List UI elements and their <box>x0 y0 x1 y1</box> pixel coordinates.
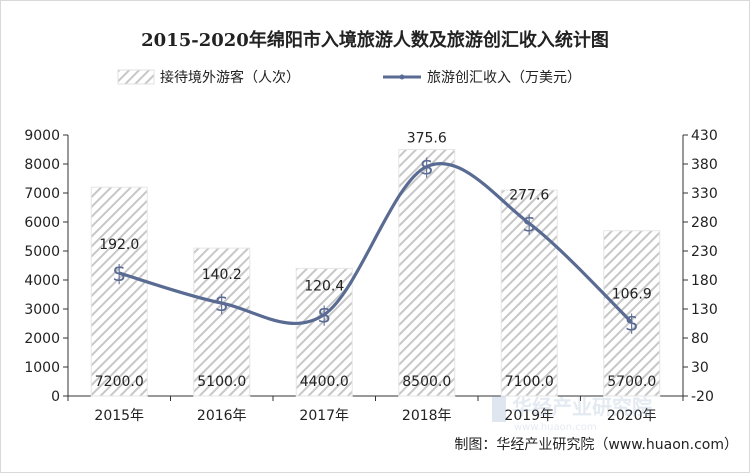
bar-value-label: 4400.0 <box>300 374 349 390</box>
y-left-tick-label: 1000 <box>24 360 60 376</box>
bar-value-label: 5100.0 <box>197 374 246 390</box>
bars <box>90 149 661 397</box>
bar-labels: 7200.0 5100.0 4400.0 8500.0 7100.0 5700.0 <box>95 374 657 390</box>
bar-value-label: 5700.0 <box>607 374 656 390</box>
y-left-tick-label: 5000 <box>24 244 60 260</box>
y-left-tick-label: 9000 <box>24 128 60 144</box>
line-value-label: 192.0 <box>99 237 139 253</box>
line-value-label: 120.4 <box>304 279 344 295</box>
line-value-label: 375.6 <box>407 131 447 147</box>
y-right-tick-label: -20 <box>691 389 714 405</box>
bar-value-label: 7100.0 <box>505 374 554 390</box>
watermark: 华经产业研究院 www.huaon.com <box>492 395 652 433</box>
y-left-tick-label: 0 <box>51 389 60 405</box>
y-right-tick-label: 430 <box>691 128 718 144</box>
x-tick-label: 2016年 <box>197 408 247 424</box>
bar <box>398 149 456 397</box>
y-left-tick-label: 8000 <box>24 157 60 173</box>
watermark-logo <box>492 396 506 422</box>
bar <box>193 247 251 397</box>
line-point-marker: $ <box>317 304 331 329</box>
line-series: $ $ $ $ $ $ <box>112 156 639 337</box>
line-labels: 192.0 140.2 120.4 375.6 277.6 106.9 <box>99 131 652 303</box>
y-right-tick-label: 230 <box>691 244 718 260</box>
y-right-tick-label: 280 <box>691 215 718 231</box>
bar <box>295 267 353 397</box>
line-value-label: 106.9 <box>612 286 652 302</box>
legend-bar-swatch <box>117 69 155 85</box>
y-left-tick-label: 6000 <box>24 215 60 231</box>
x-tick-label: 2017年 <box>299 408 349 424</box>
line-point-marker: $ <box>215 292 229 317</box>
line-point-marker: $ <box>112 262 126 287</box>
line-point-marker: $ <box>625 311 639 336</box>
legend-bar-label: 接待境外游客（人次） <box>160 69 300 86</box>
series-line <box>118 162 633 326</box>
y-right-tick-label: 30 <box>691 360 709 376</box>
legend: 接待境外游客（人次） 旅游创汇收入（万美元） <box>117 69 581 86</box>
x-tick-label: 2019年 <box>504 408 554 424</box>
y-right-tick-label: 180 <box>691 273 718 289</box>
line-value-label: 277.6 <box>509 187 549 203</box>
y-left-tick-label: 3000 <box>24 302 60 318</box>
bar <box>603 230 661 397</box>
y-right-tick-label: 330 <box>691 186 718 202</box>
chart-title: 2015-2020年绵阳市入境旅游人数及旅游创汇收入统计图 <box>141 29 609 51</box>
y-right-tick-label: 380 <box>691 157 718 173</box>
bar-value-label: 7200.0 <box>95 374 144 390</box>
line-point-marker: $ <box>522 212 536 237</box>
x-tick-label: 2020年 <box>607 408 657 424</box>
x-tick-label: 2015年 <box>94 408 144 424</box>
legend-line-label: 旅游创汇收入（万美元） <box>427 70 581 86</box>
x-tick-label: 2018年 <box>402 408 452 424</box>
legend-line-marker <box>399 74 405 80</box>
watermark-text: 华经产业研究院 <box>512 395 652 419</box>
y-left-tick-label: 2000 <box>24 331 60 347</box>
y-right-tick-label: 80 <box>691 331 709 347</box>
line-value-label: 140.2 <box>202 267 242 283</box>
y-left-tick-label: 4000 <box>24 273 60 289</box>
axes: 0 1000 2000 3000 4000 5000 6000 7000 8000 9000 -20… <box>24 128 717 424</box>
bar <box>90 186 148 397</box>
source-note: 制图：华经产业研究院（www.huaon.com） <box>454 437 738 453</box>
line-point-marker: $ <box>420 156 434 181</box>
bar-value-label: 8500.0 <box>402 374 451 390</box>
y-right-tick-label: 130 <box>691 302 718 318</box>
watermark-url: www.huaon.com <box>514 422 597 433</box>
y-left-tick-label: 7000 <box>24 186 60 202</box>
